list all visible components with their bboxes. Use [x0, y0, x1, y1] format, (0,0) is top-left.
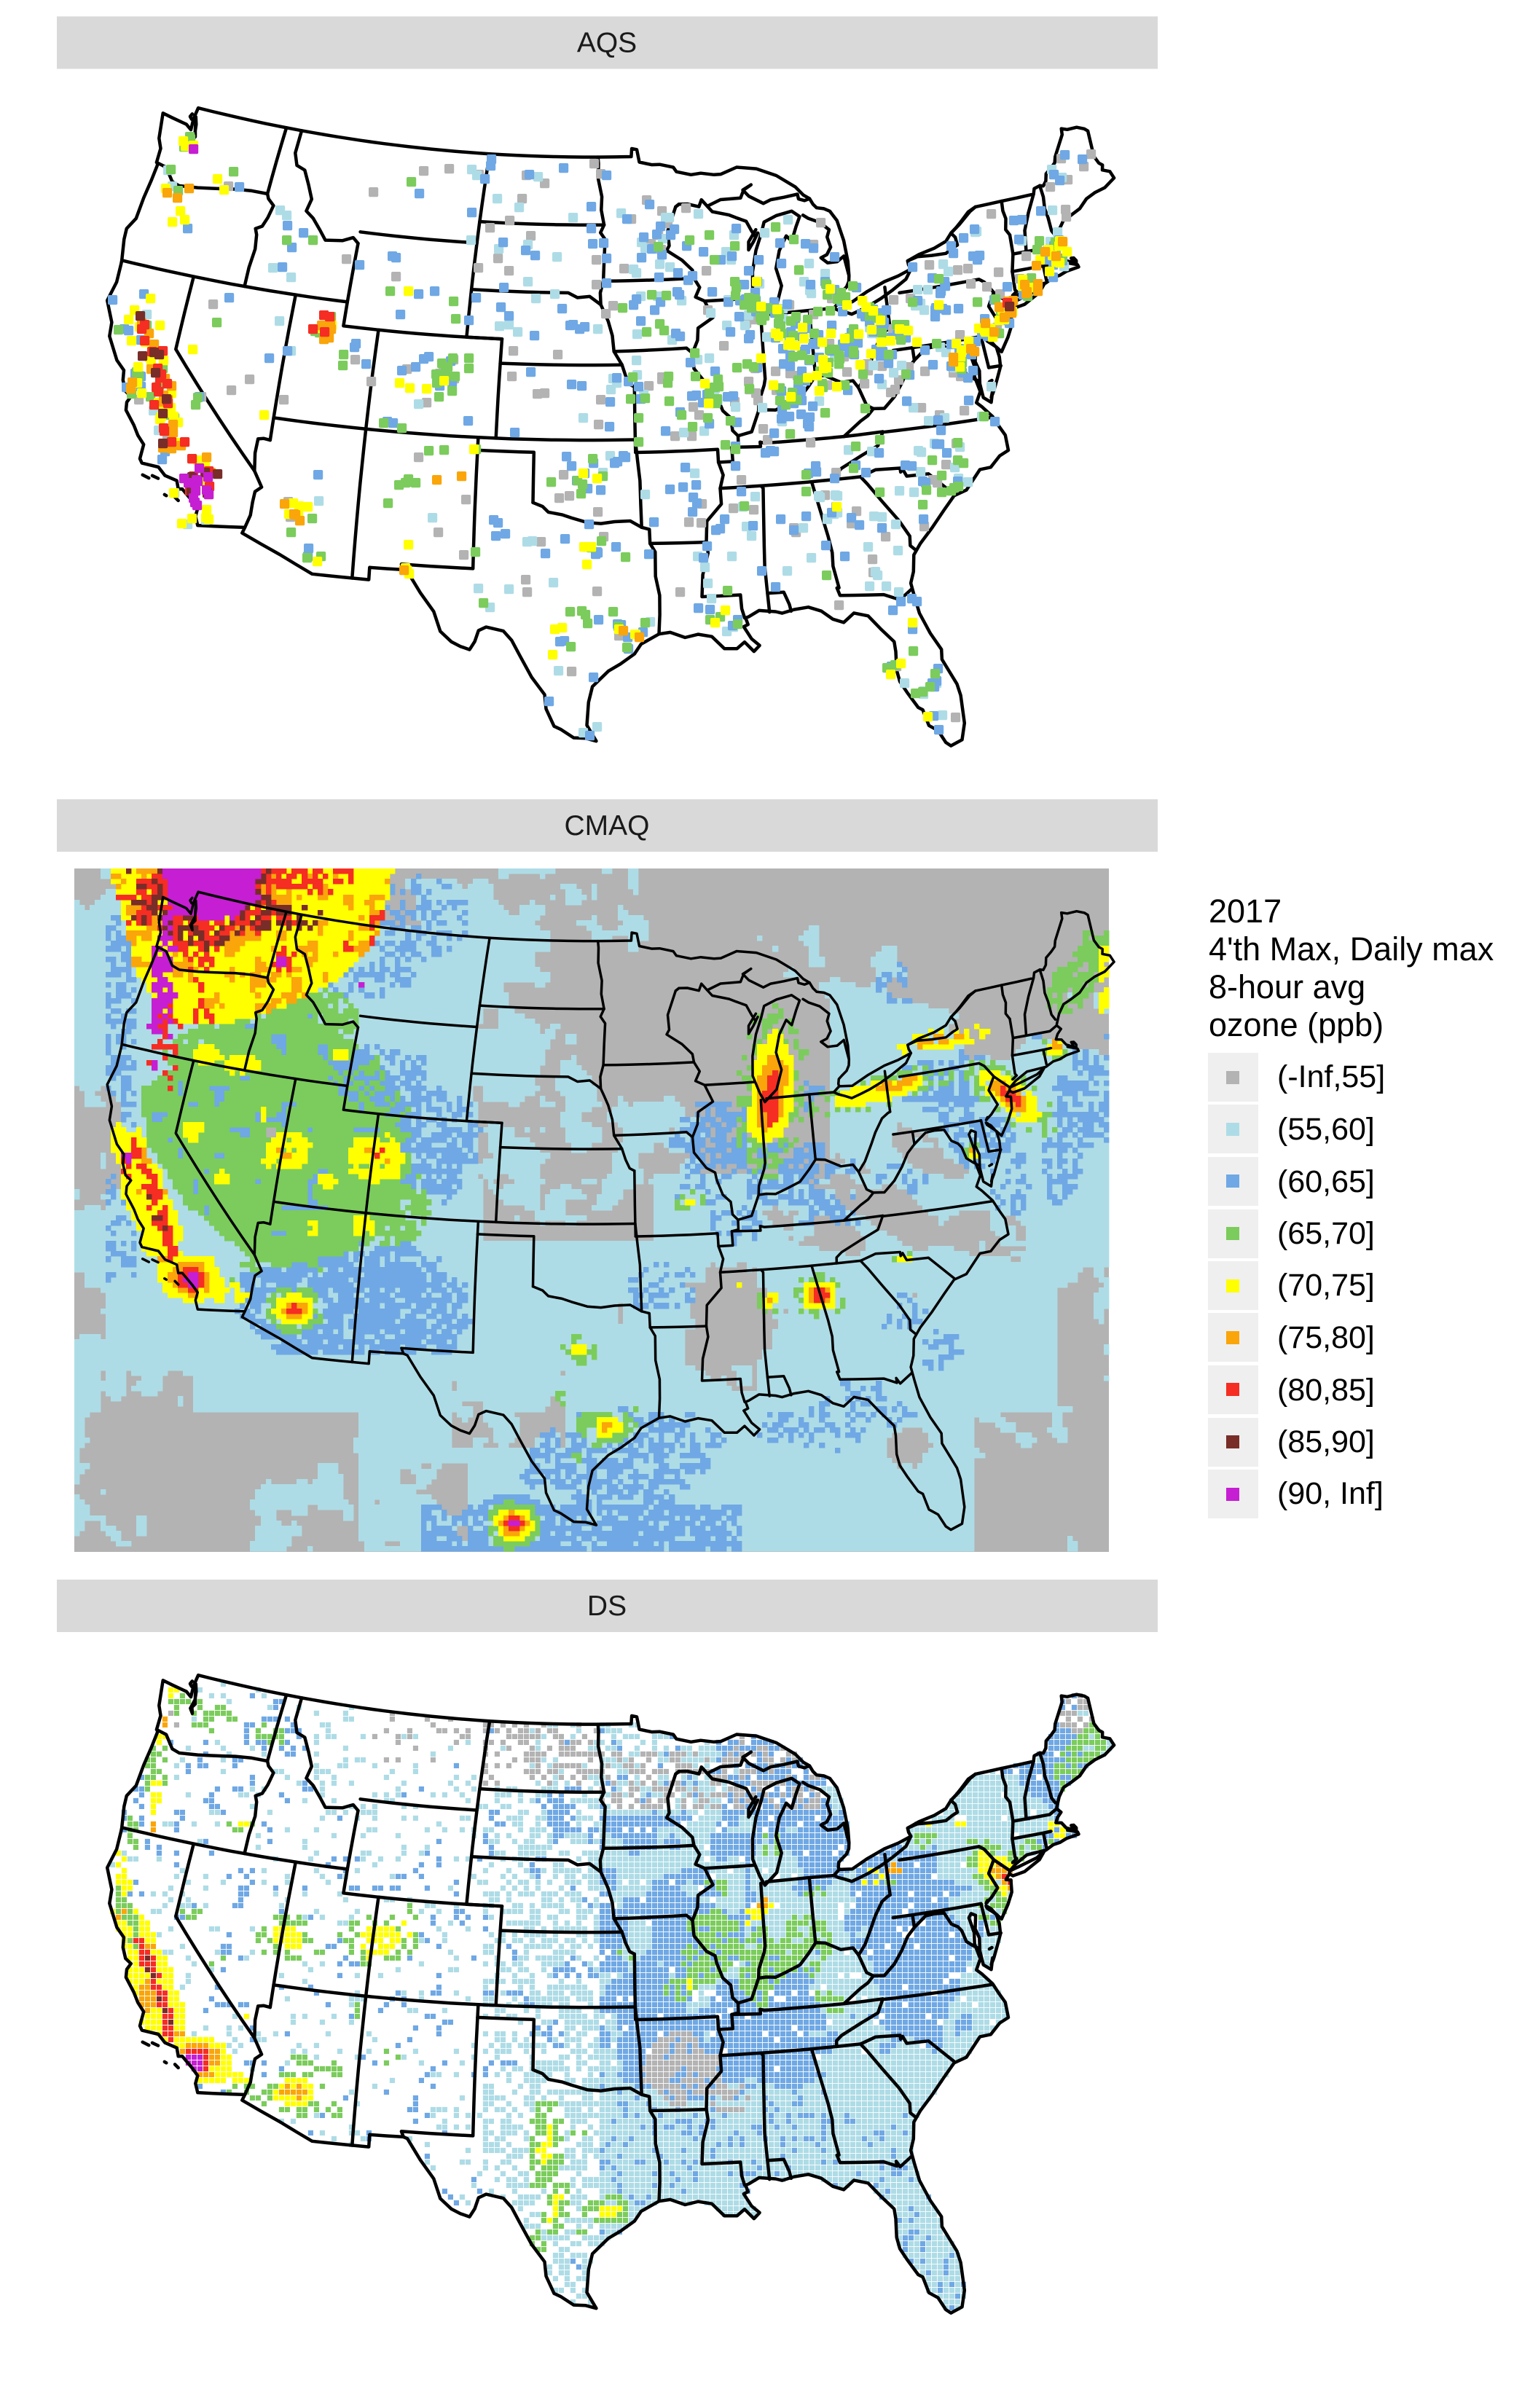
svg-text:4'th Max, Daily max: 4'th Max, Daily max: [1209, 930, 1494, 968]
svg-text:(60,65]: (60,65]: [1277, 1164, 1375, 1199]
svg-text:(80,85]: (80,85]: [1277, 1373, 1375, 1408]
svg-text:(75,80]: (75,80]: [1277, 1320, 1375, 1355]
svg-text:(85,90]: (85,90]: [1277, 1424, 1375, 1459]
svg-text:DS: DS: [587, 1591, 627, 1622]
svg-text:(-Inf,55]: (-Inf,55]: [1277, 1059, 1385, 1094]
svg-text:AQS: AQS: [577, 28, 637, 59]
svg-text:(65,70]: (65,70]: [1277, 1216, 1375, 1251]
svg-text:(70,75]: (70,75]: [1277, 1268, 1375, 1303]
svg-text:(90, Inf]: (90, Inf]: [1277, 1476, 1384, 1511]
svg-text:ozone (ppb): ozone (ppb): [1209, 1006, 1384, 1043]
svg-text:CMAQ: CMAQ: [565, 810, 650, 842]
svg-text:2017: 2017: [1209, 893, 1282, 930]
svg-text:(55,60]: (55,60]: [1277, 1112, 1375, 1147]
svg-text:8-hour avg: 8-hour avg: [1209, 968, 1365, 1005]
